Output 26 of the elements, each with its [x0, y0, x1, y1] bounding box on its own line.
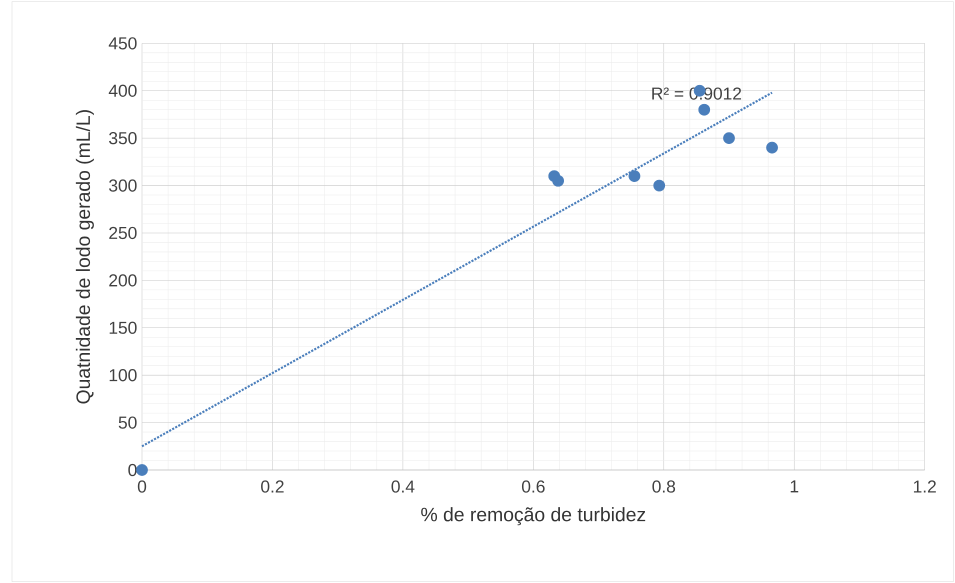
- x-tick-label: 1: [790, 480, 798, 492]
- y-tick-label: 400: [108, 84, 137, 97]
- point: [723, 132, 735, 144]
- y-tick-label: 300: [109, 179, 137, 192]
- point: [698, 104, 710, 116]
- y-tick-label: 50: [118, 416, 137, 429]
- x-tick-label: 0.8: [652, 480, 676, 493]
- x-tick-label: 0.6: [522, 480, 545, 493]
- y-tick-label: 250: [109, 226, 137, 240]
- y-tick-label: 450: [108, 37, 137, 50]
- point: [552, 174, 564, 187]
- point: [653, 180, 666, 192]
- x-tick-label: 1.2: [914, 480, 936, 493]
- y-tick-label: 0: [128, 464, 137, 476]
- y-tick-label: 150: [110, 322, 137, 334]
- y-axis-title: Quatnidade de lodo gerado (mL/L): [76, 110, 94, 404]
- x-axis-title: % de remoção de turbidez: [421, 507, 646, 526]
- y-tick-label: 100: [110, 369, 137, 382]
- y-tick-label: 200: [109, 274, 137, 287]
- point: [628, 170, 640, 182]
- point: [766, 142, 778, 154]
- x-tick-label: 0: [138, 480, 146, 493]
- y-tick-label: 350: [109, 132, 137, 144]
- x-tick-label: 0.4: [392, 480, 414, 493]
- x-tick-label: 0.2: [261, 480, 284, 493]
- point: [136, 464, 148, 476]
